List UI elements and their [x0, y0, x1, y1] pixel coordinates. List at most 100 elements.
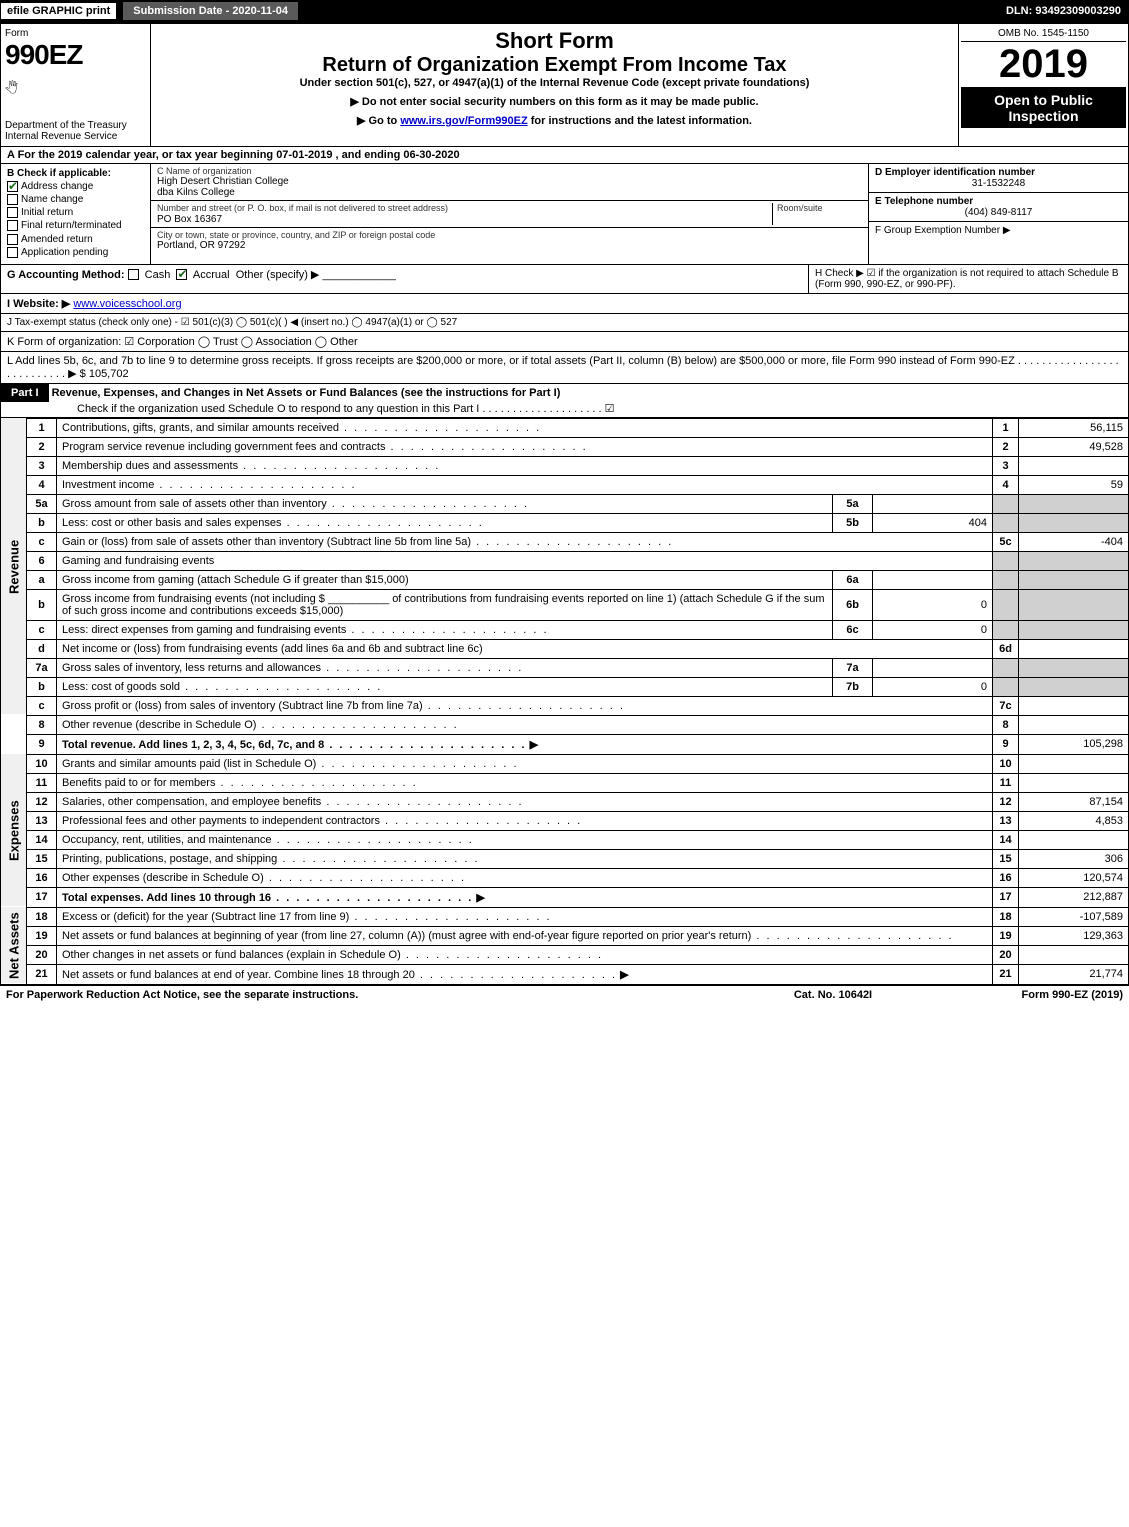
linenum: 3 [27, 456, 57, 475]
dln-label: DLN: 93492309003290 [1006, 5, 1129, 17]
f-group-label: F Group Exemption Number ▶ [875, 225, 1122, 236]
line-desc: Gross income from gaming (attach Schedul… [57, 570, 833, 589]
line-desc: Other changes in net assets or fund bala… [62, 949, 603, 961]
line-desc: Gross amount from sale of assets other t… [62, 498, 529, 510]
dept-label: Department of the Treasury [5, 120, 146, 131]
mid-box: 6c [833, 620, 873, 639]
line-i: I Website: ▶ www.voicesschool.org [0, 294, 1129, 314]
linenum: 6 [27, 551, 57, 570]
line-g: G Accounting Method: Cash Accrual Other … [1, 265, 808, 293]
amount-shade [1019, 620, 1129, 639]
box-num: 14 [993, 830, 1019, 849]
checkbox-icon [7, 207, 18, 218]
header-center: Short Form Return of Organization Exempt… [151, 24, 958, 146]
line-desc: Gross profit or (loss) from sales of inv… [62, 700, 625, 712]
box-num: 7c [993, 696, 1019, 715]
section-bcdef: B Check if applicable: Address change Na… [0, 164, 1129, 265]
box-num: 18 [993, 907, 1019, 926]
line-a-tax-year: A For the 2019 calendar year, or tax yea… [0, 147, 1129, 164]
check-amended-return[interactable]: Amended return [7, 234, 144, 245]
arrow-icon: ▶ [530, 739, 538, 751]
amount: 56,115 [1019, 418, 1129, 437]
linenum: 15 [27, 849, 57, 868]
amount: 49,528 [1019, 437, 1129, 456]
section-c: C Name of organization High Desert Chris… [151, 164, 868, 264]
linenum: b [27, 589, 57, 620]
section-b-title: B Check if applicable: [7, 168, 144, 179]
box-num: 17 [993, 887, 1019, 907]
amount-shade [1019, 513, 1129, 532]
line-desc: Gain or (loss) from sale of assets other… [62, 536, 673, 548]
mid-amount [873, 658, 993, 677]
mid-amount: 0 [873, 589, 993, 620]
irs-link[interactable]: www.irs.gov/Form990EZ [400, 115, 527, 127]
line-desc: Program service revenue including govern… [62, 441, 588, 453]
check-name-change[interactable]: Name change [7, 194, 144, 205]
topbar: efile GRAPHIC print Submission Date - 20… [0, 0, 1129, 22]
website-link[interactable]: www.voicesschool.org [73, 298, 181, 310]
line-desc: Less: direct expenses from gaming and fu… [62, 624, 549, 636]
line-desc: Gross sales of inventory, less returns a… [62, 662, 523, 674]
mid-amount: 0 [873, 620, 993, 639]
line-desc: Net income or (loss) from fundraising ev… [57, 639, 993, 658]
row-gh: G Accounting Method: Cash Accrual Other … [0, 265, 1129, 294]
mid-box: 6a [833, 570, 873, 589]
form-header: Form 990EZ 🖑 Department of the Treasury … [0, 22, 1129, 147]
goto-post: for instructions and the latest informat… [531, 115, 752, 127]
arrow-icon: ▶ [620, 969, 628, 981]
amount: -107,589 [1019, 907, 1129, 926]
box-shade [993, 658, 1019, 677]
open-public-badge: Open to Public Inspection [961, 88, 1126, 128]
efile-print-label[interactable]: efile GRAPHIC print [0, 2, 117, 20]
footer-catno: Cat. No. 10642I [743, 989, 923, 1001]
subtitle: Under section 501(c), 527, or 4947(a)(1)… [159, 77, 950, 89]
linenum: 1 [27, 418, 57, 437]
amount-shade [1019, 589, 1129, 620]
g-label: G Accounting Method: [7, 269, 125, 281]
linenum: b [27, 513, 57, 532]
linenum: a [27, 570, 57, 589]
amount: 21,774 [1019, 964, 1129, 984]
box-shade [993, 551, 1019, 570]
org-city: Portland, OR 97292 [157, 240, 862, 251]
box-num: 16 [993, 868, 1019, 887]
checkbox-icon[interactable] [128, 269, 139, 280]
side-spacer [1, 715, 27, 754]
amount [1019, 639, 1129, 658]
line-desc: Less: cost of goods sold [62, 681, 382, 693]
box-num: 6d [993, 639, 1019, 658]
check-final-return[interactable]: Final return/terminated [7, 220, 144, 231]
check-initial-return[interactable]: Initial return [7, 207, 144, 218]
checkbox-icon[interactable] [176, 269, 187, 280]
amount [1019, 456, 1129, 475]
amount: 105,298 [1019, 734, 1129, 754]
box-shade [993, 677, 1019, 696]
box-num: 8 [993, 715, 1019, 734]
section-def: D Employer identification number 31-1532… [868, 164, 1128, 264]
mid-box: 5a [833, 494, 873, 513]
linenum: 12 [27, 792, 57, 811]
checkbox-icon [7, 247, 18, 258]
amount [1019, 830, 1129, 849]
header-right: OMB No. 1545-1150 2019 Open to Public In… [958, 24, 1128, 146]
form-number: 990EZ [5, 39, 146, 71]
tax-year: 2019 [961, 42, 1126, 88]
page-footer: For Paperwork Reduction Act Notice, see … [0, 985, 1129, 1004]
goto-note: ▶ Go to www.irs.gov/Form990EZ for instru… [159, 114, 950, 127]
check-address-change[interactable]: Address change [7, 181, 144, 192]
line-desc: Gaming and fundraising events [57, 551, 993, 570]
linenum: b [27, 677, 57, 696]
line-h: H Check ▶ ☑ if the organization is not r… [808, 265, 1128, 293]
amount: 129,363 [1019, 926, 1129, 945]
side-label-netassets: Net Assets [1, 907, 27, 984]
ein-value: 31-1532248 [875, 178, 1122, 189]
linenum: 10 [27, 754, 57, 773]
mid-box: 7a [833, 658, 873, 677]
linenum: 18 [27, 907, 57, 926]
check-application-pending[interactable]: Application pending [7, 247, 144, 258]
mid-box: 7b [833, 677, 873, 696]
linenum: 17 [27, 887, 57, 907]
d-ein-label: D Employer identification number [875, 167, 1122, 178]
main-title: Return of Organization Exempt From Incom… [159, 54, 950, 77]
box-shade [993, 513, 1019, 532]
